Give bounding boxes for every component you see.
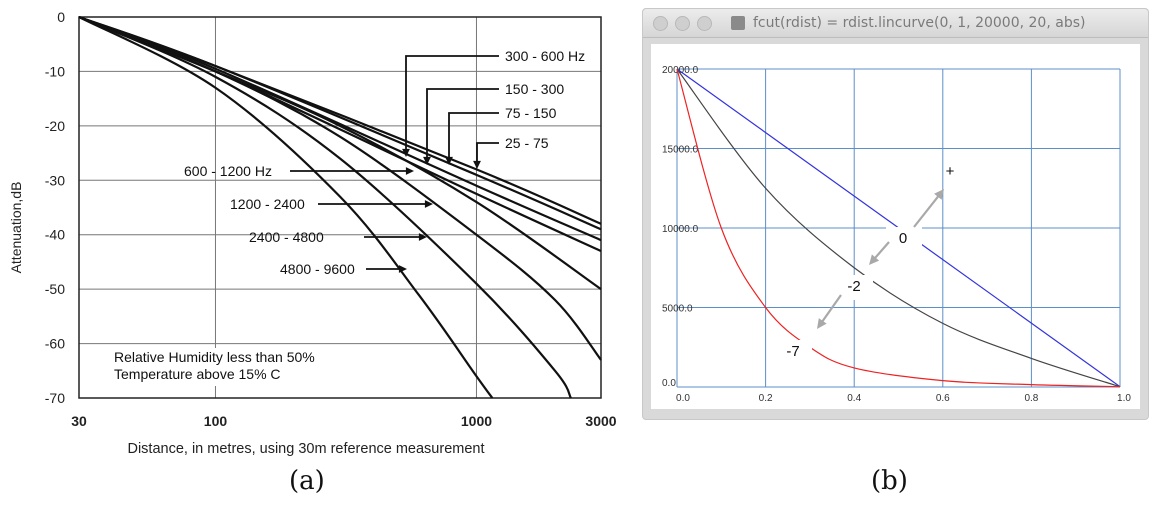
annotation-label: 150 - 300 [505, 81, 564, 97]
y-tick-label: 10000.0 [662, 224, 699, 235]
note-text: Temperature above 15% C [114, 366, 281, 382]
y-tick-label: 15000.0 [662, 145, 699, 156]
annotation-arrowhead [445, 156, 453, 165]
window-title: fcut(rdist) = rdist.lincurve(0, 1, 20000… [753, 15, 1086, 31]
curve-label: 0 [899, 230, 907, 247]
curve-label: -7 [786, 343, 799, 360]
x-tick-label: 1.0 [1117, 393, 1131, 404]
curve-arrowhead [869, 254, 880, 265]
annotation-leader [476, 142, 499, 161]
x-tick-label: 0.2 [759, 393, 773, 404]
annotation-arrowhead [402, 148, 410, 157]
curve-arrowhead [817, 318, 827, 329]
series-line [78, 15, 602, 361]
annotation-leader [448, 112, 499, 157]
curve-label-bg [837, 275, 873, 300]
curve-label: -2 [847, 278, 860, 295]
window-titlebar[interactable]: fcut(rdist) = rdist.lincurve(0, 1, 20000… [643, 9, 1148, 38]
plot-background [651, 44, 1140, 409]
x-tick-label: 3000 [585, 413, 616, 429]
x-tick-label: 0.0 [676, 393, 690, 404]
y-tick-label: 0.0 [662, 378, 676, 389]
curve-label: + [946, 163, 955, 180]
caption-a: (a) [289, 466, 325, 496]
curve-label-bg [886, 227, 922, 252]
plot-frame [78, 16, 602, 399]
annotation-label: 25 - 75 [505, 135, 549, 151]
y-tick-label: -20 [45, 118, 65, 134]
annotation-arrowhead [418, 233, 427, 241]
y-tick-label: 0 [57, 9, 65, 25]
series-line [78, 15, 602, 242]
annotation-label: 600 - 1200 Hz [184, 163, 272, 179]
x-axis-label: Distance, in metres, using 30m reference… [127, 441, 484, 457]
curve-line [676, 68, 1121, 388]
curve-arrowhead [934, 189, 944, 200]
annotation-arrowhead [424, 200, 433, 208]
plot-window: fcut(rdist) = rdist.lincurve(0, 1, 20000… [642, 8, 1149, 420]
curve-label-bg [776, 340, 812, 365]
y-axis-label: Attenuation,dB [8, 182, 24, 274]
annotation-arrowhead [473, 160, 481, 169]
minimize-window-button[interactable] [675, 16, 690, 31]
annotation-label: 4800 - 9600 [280, 261, 355, 277]
y-tick-label: 5000.0 [662, 304, 693, 315]
series-line [78, 15, 572, 399]
curve-arrow [820, 294, 842, 324]
x-tick-label: 0.4 [847, 393, 861, 404]
x-tick-label: 30 [71, 413, 87, 429]
lincurve-plot: 0.0 0.2 0.4 0.6 0.8 1.0 0.0 5000.0 10000.0 15000.… [647, 39, 1144, 415]
x-tick-label: 0.8 [1024, 393, 1038, 404]
y-tick-label: -60 [45, 336, 65, 352]
annotation-group: 300 - 600 Hz 150 - 300 75 - 150 25 - 75 600 … [184, 48, 585, 277]
x-tick-label: 0.6 [936, 393, 950, 404]
annotation-label: 2400 - 4800 [249, 229, 324, 245]
x-tick-label: 100 [204, 413, 228, 429]
series-line [78, 16, 494, 399]
caption-b: (b) [871, 466, 908, 496]
annotation-leader [426, 88, 499, 157]
annotation-label: 75 - 150 [505, 105, 557, 121]
annotation-leader [405, 55, 499, 149]
close-window-button[interactable] [653, 16, 668, 31]
annotation-arrowhead [423, 156, 431, 165]
y-tick-label: -10 [45, 63, 65, 79]
curve-arrow [873, 241, 890, 260]
y-tick-label: -50 [45, 281, 65, 297]
note-text: Relative Humidity less than 50% [114, 349, 315, 365]
curve-line [676, 68, 1121, 388]
y-tick-label: 20000.0 [662, 65, 699, 76]
app-icon [731, 16, 745, 30]
annotation-arrowhead [398, 265, 407, 273]
annotation-label: 1200 - 2400 [230, 196, 305, 212]
annotation-label: 300 - 600 Hz [505, 48, 585, 64]
curve-arrow [913, 194, 940, 228]
attenuation-chart: 0 -10 -20 -30 -40 -50 -60 -70 30 100 1000 3000 Dista… [8, 9, 617, 457]
y-tick-label: -40 [45, 227, 65, 243]
annotation-arrowhead [405, 167, 414, 175]
y-tick-label: -30 [45, 172, 65, 188]
x-tick-label: 1000 [461, 413, 492, 429]
note-box-bg [112, 348, 350, 386]
zoom-window-button[interactable] [697, 16, 712, 31]
y-tick-label: -70 [45, 390, 65, 406]
